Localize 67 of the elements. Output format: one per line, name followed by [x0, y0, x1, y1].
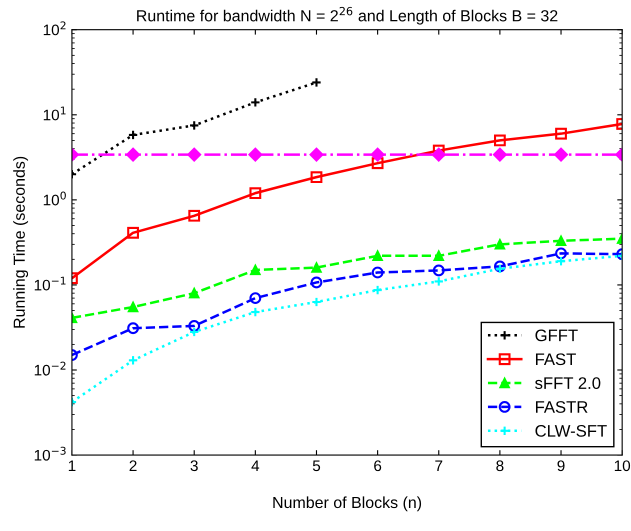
point: [370, 148, 385, 162]
point: [188, 210, 200, 222]
point: [187, 148, 202, 162]
point: [555, 247, 567, 260]
legend-label: GFFT: [535, 329, 578, 342]
y-tick-label: 10$^{1}$: [44, 106, 66, 120]
point: [434, 250, 444, 262]
point: [432, 264, 445, 276]
point: [188, 288, 200, 298]
point: [250, 264, 261, 276]
point: [188, 320, 200, 332]
y-tick-label: 10$^{−2}$: [34, 362, 66, 376]
point: [310, 171, 322, 184]
legend-label: sFFT 2.0: [535, 377, 600, 390]
point: [372, 266, 384, 278]
point: [128, 302, 138, 312]
point: [556, 236, 566, 246]
point: [494, 134, 506, 146]
x-tick-label: 9: [557, 460, 565, 472]
point: [249, 187, 262, 200]
chart-title: Runtime for bandwidth N = 2$^{26}$ and Length of Blocks B = 32: [137, 6, 558, 25]
point: [250, 306, 261, 318]
x-tick-label: 6: [374, 460, 382, 472]
point: [127, 322, 139, 334]
x-tick-label: 1: [68, 460, 76, 471]
point: [372, 157, 384, 170]
x-tick-label: 8: [496, 460, 504, 472]
point: [494, 260, 506, 272]
legend-label: FASTR: [536, 401, 588, 413]
point: [311, 262, 322, 273]
point: [250, 97, 261, 108]
y-axis-title: Running Time (seconds): [13, 156, 28, 328]
point: [555, 128, 567, 140]
point: [310, 276, 322, 288]
x-tick-label: 3: [190, 460, 198, 472]
point: [188, 326, 200, 338]
x-tick-label: 5: [312, 460, 320, 472]
x-tick-label: 10: [614, 460, 630, 472]
point: [311, 296, 322, 308]
legend-label: FAST: [536, 353, 576, 366]
point: [249, 292, 262, 304]
point: [432, 148, 446, 162]
y-tick-label: 10$^{0}$: [44, 192, 66, 206]
point: [372, 284, 383, 296]
point: [188, 120, 200, 131]
point: [311, 77, 322, 88]
y-tick-label: 10$^{2}$: [44, 21, 66, 36]
x-tick-label: 2: [130, 460, 137, 471]
point: [494, 239, 506, 250]
x-tick-label: 7: [435, 460, 442, 471]
point: [556, 256, 566, 266]
legend-label: CLW-SFT: [535, 424, 607, 437]
y-tick-label: 10$^{−3}$: [34, 446, 66, 461]
x-axis-title: Number of Blocks (n): [273, 496, 422, 512]
point: [128, 355, 138, 366]
point: [126, 148, 140, 162]
y-tick-label: 10$^{−1}$: [34, 276, 66, 291]
point: [248, 148, 262, 162]
point: [434, 276, 444, 287]
point: [127, 226, 139, 239]
x-tick-label: 4: [251, 460, 260, 471]
point: [128, 130, 138, 140]
point: [492, 148, 507, 162]
point: [494, 264, 506, 274]
point: [554, 148, 568, 162]
point: [310, 148, 324, 162]
point: [372, 250, 383, 262]
